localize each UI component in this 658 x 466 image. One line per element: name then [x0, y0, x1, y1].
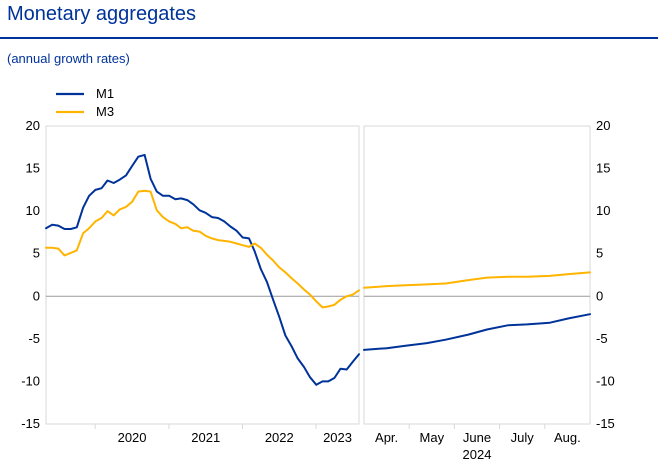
title-divider: [0, 37, 658, 39]
y-tick-label: 0: [596, 288, 603, 303]
series-line-m1: [363, 313, 591, 351]
y-tick-label: 20: [26, 118, 40, 133]
y-tick-label: 20: [596, 118, 610, 133]
y-tick-label: -5: [596, 331, 608, 346]
y-tick-label: 15: [26, 161, 40, 176]
y-tick-label: -5: [28, 331, 40, 346]
panel-recent: 20 15 10 5 0 -5 -10 -15 Apr. May June 2024 July Aug.: [363, 118, 615, 462]
x-tick-label: 2022: [265, 430, 294, 445]
legend-label-m1: M1: [96, 86, 114, 101]
y-tick-label: -10: [596, 373, 615, 388]
legend: M1 M3: [56, 86, 114, 119]
series-line-m3: [363, 271, 591, 289]
series-line-m3: [45, 189, 360, 309]
x-tick-label: 2021: [191, 430, 220, 445]
x-tick-label: July: [511, 430, 535, 445]
panel-hist: 20 15 10 5 0 -5 -10 -15 2020 2021 2022 2023: [21, 118, 360, 445]
legend-label-m3: M3: [96, 104, 114, 119]
page-title: Monetary aggregates: [7, 3, 197, 25]
y-tick-label: 0: [33, 288, 40, 303]
y-tick-label: 5: [33, 246, 40, 261]
x-tick-label: Apr.: [375, 430, 398, 445]
y-tick-label: -15: [596, 416, 615, 431]
y-tick-label: -15: [21, 416, 40, 431]
plot-frame: [45, 125, 360, 425]
y-tick-label: 15: [596, 161, 610, 176]
y-tick-label: 5: [596, 246, 603, 261]
chart-subtitle: (annual growth rates): [7, 51, 130, 66]
y-tick-label: 10: [26, 203, 40, 218]
plot-frame: [363, 125, 591, 425]
x-tick-label: May: [420, 430, 445, 445]
x-tick-label: June 2024: [463, 430, 492, 462]
x-tick-label: 2023: [323, 430, 352, 445]
series-line-m1: [45, 153, 360, 386]
y-tick-label: 10: [596, 203, 610, 218]
x-tick-label: 2020: [118, 430, 147, 445]
x-tick-label: Aug.: [554, 430, 581, 445]
y-tick-label: -10: [21, 373, 40, 388]
